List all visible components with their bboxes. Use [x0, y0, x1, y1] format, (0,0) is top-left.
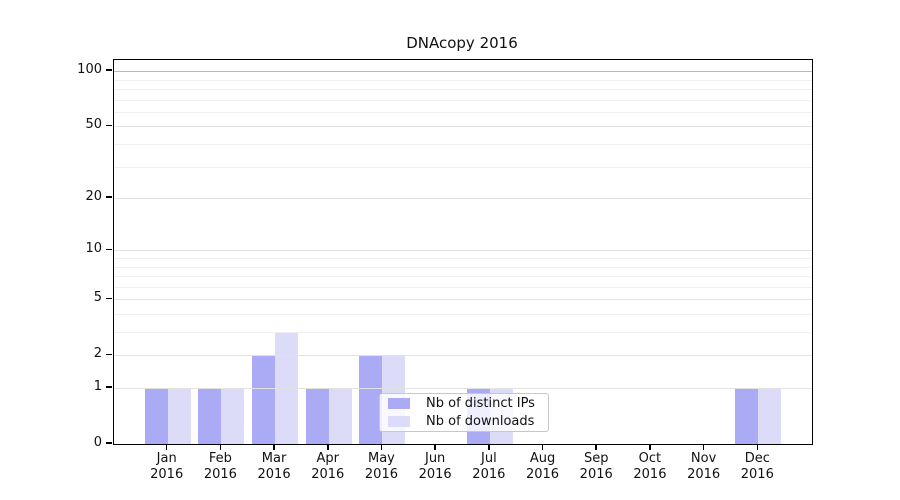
x-tick-mark: [702, 444, 705, 450]
x-tick-mark: [756, 444, 759, 450]
x-tick-label: Dec 2016: [740, 451, 774, 482]
major-gridline: [114, 126, 812, 128]
y-tick-mark: [106, 124, 112, 127]
legend-swatch-distinct-ips: [388, 398, 410, 409]
bar-ips-mar: [252, 355, 276, 444]
minor-gridline: [114, 266, 812, 268]
y-tick-label: 50: [85, 117, 102, 133]
x-tick-mark: [595, 444, 597, 450]
legend-label-downloads: Nb of downloads: [426, 414, 535, 429]
minor-gridline: [114, 99, 812, 101]
x-tick-label: Jun 2016: [418, 451, 452, 482]
legend-swatch-downloads: [388, 416, 410, 427]
bar-downloads-mar: [275, 332, 299, 444]
x-tick-mark: [541, 444, 544, 450]
x-tick-label: Nov 2016: [687, 451, 721, 482]
bar-ips-apr: [305, 388, 329, 444]
bar-downloads-jan: [167, 388, 191, 444]
x-tick-mark: [165, 444, 168, 450]
y-tick-mark: [106, 69, 112, 71]
y-tick-label: 0: [93, 435, 102, 450]
y-tick-mark: [106, 353, 112, 355]
x-tick-label: May 2016: [364, 451, 398, 482]
x-tick-mark: [649, 444, 651, 450]
minor-gridline: [114, 286, 812, 288]
minor-gridline: [114, 111, 812, 113]
bar-ips-may: [359, 355, 383, 444]
x-tick-label: Jul 2016: [472, 451, 506, 482]
legend-row-downloads: Nb of downloads: [388, 414, 540, 429]
bar-ips-feb: [198, 388, 222, 444]
x-tick-mark: [327, 444, 329, 450]
x-tick-mark: [434, 444, 436, 450]
y-tick-label: 20: [85, 189, 102, 205]
minor-gridline: [114, 313, 812, 315]
minor-gridline: [114, 276, 812, 278]
major-gridline: [114, 250, 812, 252]
y-tick-mark: [106, 386, 112, 388]
bar-ips-dec: [735, 388, 759, 444]
x-tick-label: Aug 2016: [525, 451, 560, 482]
x-tick-mark: [488, 444, 490, 450]
x-tick-mark: [219, 444, 222, 450]
chart-title: DNAcopy 2016: [406, 34, 518, 52]
y-tick-label: 100: [77, 62, 102, 78]
minor-gridline: [114, 166, 812, 168]
minor-gridline: [114, 144, 812, 145]
minor-gridline: [114, 257, 812, 259]
y-tick-label: 10: [85, 241, 102, 257]
minor-gridline: [114, 89, 812, 90]
y-tick-mark: [106, 442, 112, 444]
y-tick-mark: [106, 196, 112, 198]
major-gridline: [114, 299, 812, 301]
x-tick-label: Mar 2016: [257, 451, 291, 482]
minor-gridline: [114, 332, 812, 333]
legend: Nb of distinct IPs Nb of downloads: [379, 393, 549, 432]
x-tick-mark: [380, 444, 383, 450]
x-tick-mark: [273, 444, 275, 450]
major-gridline: [114, 355, 812, 357]
major-gridline: [114, 388, 812, 389]
legend-row-distinct-ips: Nb of distinct IPs: [388, 396, 540, 411]
x-tick-label: Apr 2016: [311, 451, 345, 482]
bar-ips-jan: [144, 388, 168, 444]
y-tick-mark: [106, 248, 112, 251]
y-tick-label: 1: [93, 379, 102, 394]
legend-label-distinct-ips: Nb of distinct IPs: [426, 396, 535, 411]
plot-area: Nb of distinct IPs Nb of downloads: [113, 59, 813, 445]
bar-downloads-apr: [328, 388, 352, 444]
bar-downloads-dec: [758, 388, 782, 444]
y-tick-label: 2: [93, 346, 102, 362]
major-gridline: [114, 71, 812, 73]
x-tick-label: Jan 2016: [150, 451, 184, 482]
major-gridline: [114, 198, 812, 200]
bar-downloads-feb: [221, 388, 245, 444]
minor-gridline: [114, 79, 812, 81]
y-tick-mark: [106, 297, 112, 299]
x-tick-label: Sep 2016: [579, 451, 613, 482]
x-tick-label: Feb 2016: [203, 451, 237, 482]
y-tick-label: 5: [93, 290, 102, 306]
x-tick-label: Oct 2016: [633, 451, 667, 482]
